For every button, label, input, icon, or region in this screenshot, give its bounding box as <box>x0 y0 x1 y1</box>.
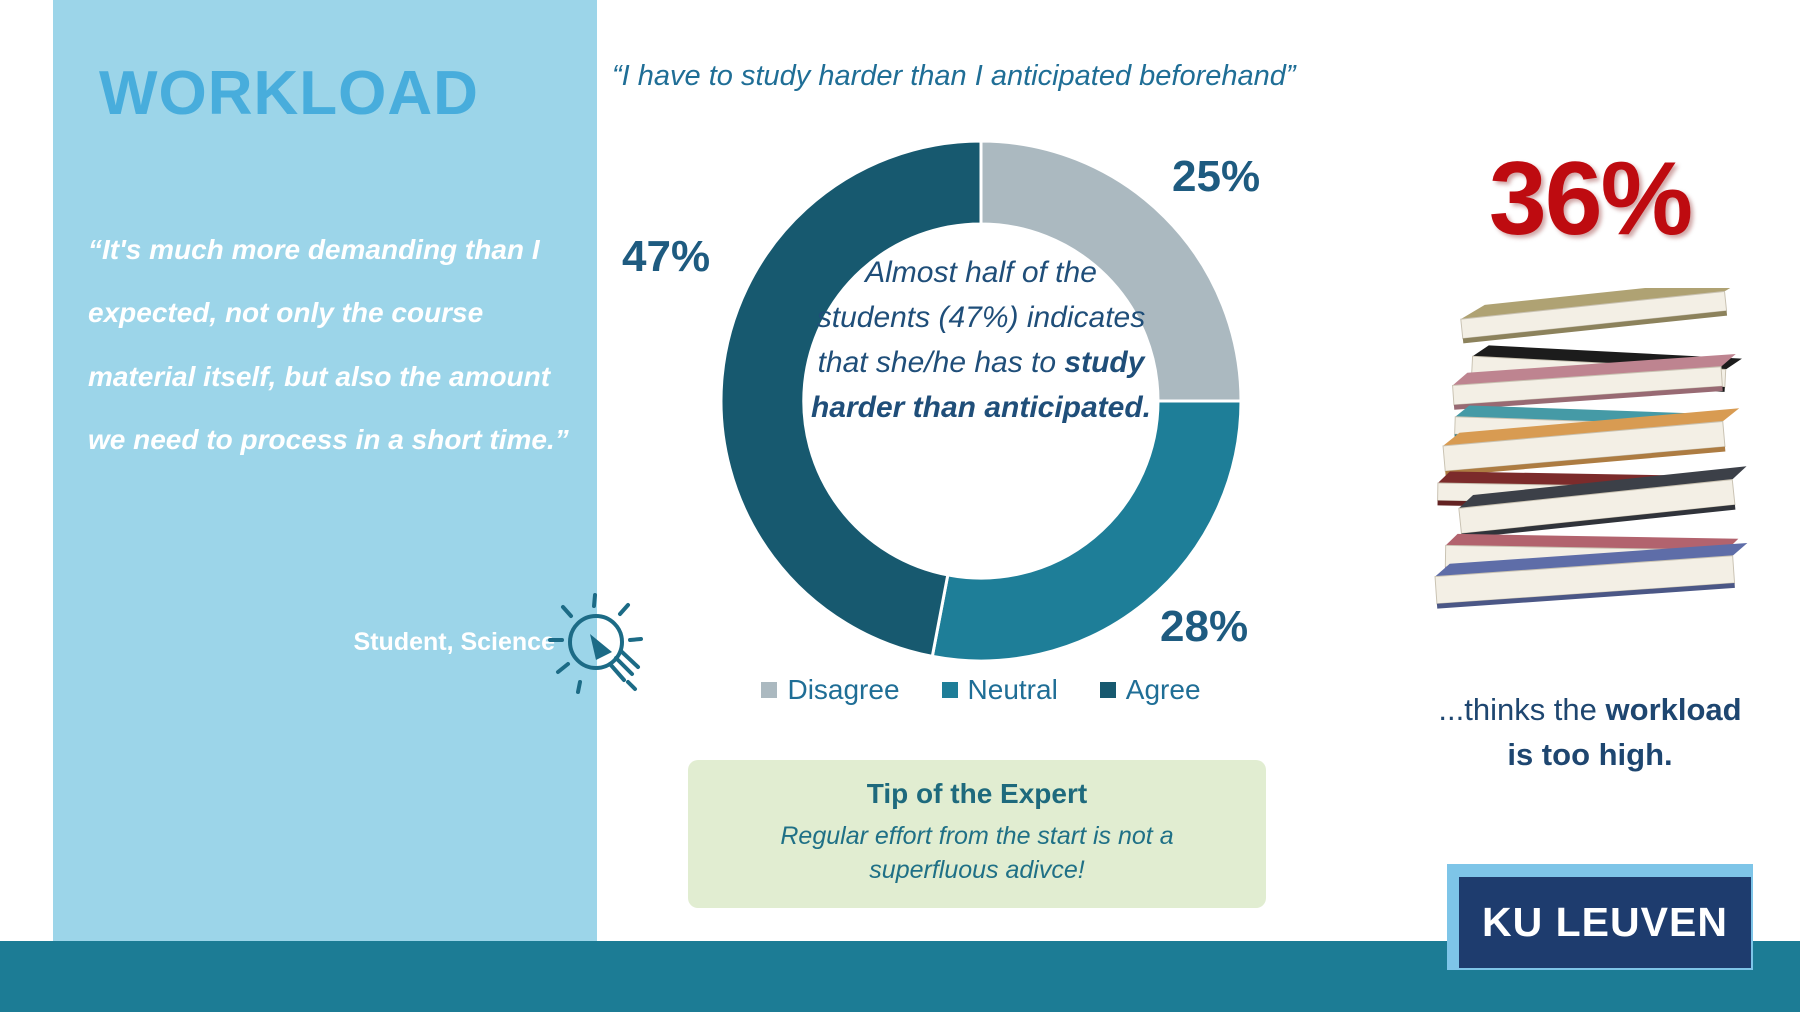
label-neutral-pct: 28% <box>1160 602 1249 651</box>
label-disagree-pct: 25% <box>1172 152 1261 201</box>
donut-center-annotation: Almost half of the students (47%) indica… <box>806 250 1156 430</box>
center-text-bold: study harder than anticipated. <box>810 346 1152 424</box>
ku-leuven-logo-text: KU LEUVEN <box>1482 899 1728 945</box>
page-title: WORKLOAD <box>99 59 479 128</box>
legend-item-disagree: Disagree <box>761 674 900 706</box>
legend-label-neutral: Neutral <box>967 674 1058 705</box>
workload-stat-value: 36% <box>1488 141 1693 257</box>
books-stack-illustration <box>1428 277 1768 678</box>
caption-lead: ...thinks the <box>1438 692 1606 727</box>
student-quote: “It's much more demanding than I expecte… <box>88 234 569 455</box>
books-stack-svg <box>1434 277 1749 609</box>
tip-body: Regular effort from the start is not a s… <box>780 822 1174 884</box>
workload-stat-caption: ...thinks the workload is too high. <box>1395 688 1785 778</box>
legend-label-agree: Agree <box>1125 674 1201 705</box>
legend-swatch-neutral <box>941 682 958 698</box>
tip-title: Tip of the Expert <box>866 778 1088 809</box>
caption-line2: is too high. <box>1507 736 1673 772</box>
legend-item-neutral: Neutral <box>941 674 1058 706</box>
center-text-normal: Almost half of the students (47%) indica… <box>816 256 1146 379</box>
caption-emphasis: workload <box>1605 692 1742 727</box>
chart-legend: Disagree Neutral Agree <box>701 674 1261 706</box>
sidebar-panel: WORKLOAD “It's much more demanding than … <box>53 0 597 941</box>
survey-question-title: “I have to study harder than I anticipat… <box>612 60 1296 92</box>
legend-item-agree: Agree <box>1099 674 1201 706</box>
quote-attribution: Student, Science <box>353 628 555 656</box>
lightbulb-icon <box>548 593 643 694</box>
donut-chart-svg <box>719 139 1243 663</box>
donut-chart <box>701 121 1261 681</box>
ku-leuven-logo: KU LEUVEN <box>1459 877 1751 968</box>
legend-swatch-agree <box>1099 682 1116 698</box>
legend-swatch-disagree <box>761 682 778 698</box>
tip-box: Tip of the Expert Regular effort from th… <box>688 760 1266 908</box>
label-agree-pct: 47% <box>622 232 711 281</box>
legend-label-disagree: Disagree <box>787 674 900 705</box>
